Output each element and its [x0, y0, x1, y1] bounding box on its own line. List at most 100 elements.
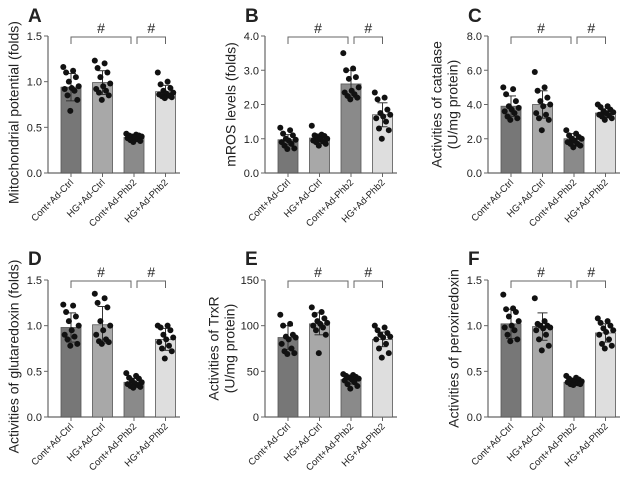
data-point [315, 142, 322, 149]
data-point [284, 146, 291, 153]
data-point [371, 89, 378, 96]
data-point [384, 106, 391, 113]
data-point [130, 384, 137, 391]
data-point [507, 338, 514, 345]
y-tick-label: 4.0 [467, 100, 482, 112]
significance-bracket [353, 36, 383, 44]
data-point [289, 132, 296, 139]
data-point [610, 327, 617, 334]
data-point [96, 89, 102, 96]
data-point [511, 327, 518, 334]
data-point [385, 350, 392, 357]
data-point [167, 85, 174, 92]
significance-mark: # [314, 264, 322, 280]
data-point [355, 375, 362, 382]
data-point [71, 333, 78, 340]
data-point [540, 103, 547, 110]
data-point [536, 115, 542, 122]
y-tick-label: 0.5 [467, 366, 482, 378]
significance-bracket [136, 36, 166, 44]
data-point [537, 98, 544, 105]
data-point [322, 331, 329, 338]
data-point [277, 124, 284, 131]
data-point [157, 324, 164, 331]
data-point [324, 319, 331, 326]
data-point [170, 334, 177, 341]
data-point [308, 304, 315, 311]
data-point [607, 322, 614, 329]
data-point [597, 319, 604, 326]
data-point [280, 322, 287, 329]
data-point [94, 64, 101, 71]
data-point [315, 350, 322, 357]
significance-mark: # [537, 264, 545, 280]
data-point [72, 74, 79, 81]
data-point [597, 104, 604, 111]
y-tick-label: 1.0 [467, 321, 482, 333]
data-point [504, 331, 511, 338]
y-tick-label: 100 [241, 321, 259, 333]
data-point [105, 339, 112, 346]
data-point [543, 331, 549, 338]
data-point [104, 304, 111, 311]
data-point [344, 381, 351, 388]
data-point [531, 68, 538, 75]
significance-bracket [70, 36, 132, 44]
data-point [137, 138, 144, 145]
data-point [355, 84, 362, 91]
data-point [163, 336, 170, 343]
data-point [310, 322, 317, 329]
data-point [93, 331, 100, 338]
panel-e: E Activities of TrxR (U/mg protein) 0 50 100 1… [206, 249, 397, 473]
data-point [74, 96, 81, 103]
significance-bracket [576, 280, 606, 288]
data-point [64, 92, 71, 99]
panel-letter: D [28, 249, 42, 270]
data-point [514, 336, 521, 343]
data-point [71, 87, 78, 94]
data-point [578, 135, 585, 142]
data-point [500, 291, 507, 298]
panel-letter: A [28, 6, 42, 27]
data-point [277, 311, 284, 318]
data-point [340, 50, 347, 57]
significance-bracket [136, 280, 166, 288]
panel-d: D Activities of glutaredoxin (folds) 0.0 0.… [6, 249, 180, 473]
data-point [311, 311, 318, 318]
y-tick-label: 150 [241, 275, 259, 287]
data-point [541, 318, 548, 325]
data-point [533, 110, 540, 117]
data-point [503, 91, 510, 98]
data-point [159, 345, 165, 352]
significance-bracket [287, 36, 349, 44]
data-point [505, 313, 512, 320]
y-axis-label: mROS levels (folds) [223, 42, 239, 166]
significance-bracket [510, 280, 572, 288]
data-point [287, 320, 294, 327]
data-point [603, 329, 610, 336]
data-point [105, 92, 112, 99]
data-point [508, 322, 515, 329]
significance-bracket [510, 36, 572, 44]
significance-mark: # [587, 264, 595, 280]
bar [309, 323, 330, 418]
data-point [97, 74, 104, 81]
significance-bracket [287, 280, 349, 288]
data-point [373, 336, 380, 343]
y-tick-label: 6.0 [467, 65, 482, 77]
data-point [378, 135, 385, 142]
data-point [94, 299, 101, 306]
data-point [541, 84, 548, 91]
data-point [167, 327, 174, 334]
significance-mark: # [97, 264, 105, 280]
data-point [380, 113, 387, 120]
y-tick-label: 0.0 [467, 412, 482, 424]
y-axis-label: Activities of TrxR [206, 296, 222, 400]
data-point [374, 327, 381, 334]
data-point [308, 122, 315, 129]
data-point [60, 64, 67, 71]
y-tick-label: 0.0 [27, 412, 42, 424]
bar [155, 91, 176, 174]
data-point [604, 318, 611, 325]
panel-letter: B [245, 6, 259, 27]
